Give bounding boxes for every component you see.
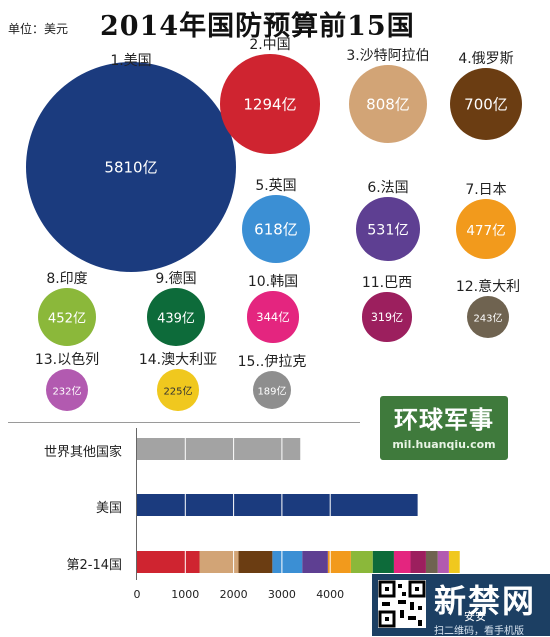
bubble-country-label: 1.美国	[110, 53, 152, 69]
bubble-country-label: 8.印度	[46, 270, 88, 287]
bubble-9: 439亿	[147, 288, 205, 346]
bar-category-label: 美国	[95, 501, 122, 516]
bubble-value-label: 618亿	[254, 220, 298, 239]
bubble-value-label: 452亿	[47, 311, 87, 327]
unit-label: 单位：美元	[8, 22, 69, 36]
bubble-country-label: 9.德国	[155, 271, 197, 288]
bubble-value-label: 344亿	[256, 309, 290, 324]
bubble-country-label: 5.英国	[255, 177, 297, 194]
bubble-value-label: 232亿	[52, 386, 82, 398]
bubble-country-label: 12.意大利	[455, 278, 521, 295]
bubble-15: 189亿	[253, 371, 291, 409]
section-divider	[8, 422, 360, 423]
bubble-value-label: 808亿	[366, 95, 410, 114]
bubble-8: 452亿	[37, 287, 97, 347]
chart-title: 2014年国防预算前15国	[100, 11, 415, 42]
bubble-value-label: 439亿	[157, 311, 195, 327]
x-tick-label: 3000	[267, 588, 296, 601]
x-tick-label: 1000	[171, 588, 200, 601]
huanqiu-military-logo: 环球军事 mil.huanqiu.com	[380, 396, 508, 460]
bubble-country-label: 11.巴西	[361, 275, 413, 292]
bubble-country-label: 10.韩国	[247, 274, 299, 291]
bubble-4: 700亿	[449, 67, 523, 141]
bar-segment	[448, 551, 460, 573]
bubble-13: 232亿	[46, 369, 88, 411]
bubble-value-label: 319亿	[370, 310, 404, 324]
bubble-value-label: 1294亿	[243, 95, 297, 114]
bar-category-label: 世界其他国家	[43, 445, 122, 460]
bubble-country-label: 4.俄罗斯	[458, 50, 514, 67]
bar-segment	[199, 551, 239, 573]
bubble-value-label: 531亿	[367, 222, 409, 239]
bar-segment	[372, 551, 394, 573]
logo-url: mil.huanqiu.com	[392, 438, 496, 451]
bar-axis-line	[136, 428, 137, 580]
bubble-value-label: 243亿	[473, 313, 503, 325]
bar-segment	[425, 551, 438, 573]
bar-segment	[272, 551, 303, 573]
bubble-1: 5810亿	[26, 62, 236, 272]
watermark-account: 安安	[464, 610, 486, 623]
watermark-caption: 扫二维码，看手机版	[434, 626, 524, 637]
bubble-2: 1294亿	[220, 54, 320, 154]
bubble-value-label: 225亿	[163, 386, 193, 398]
bar-segment	[302, 551, 328, 573]
bar-segment	[137, 551, 200, 573]
bubble-12: 243亿	[466, 295, 510, 339]
bubble-value-label: 189亿	[257, 386, 287, 398]
bubble-country-label: 6.法国	[367, 180, 409, 197]
watermark-site-name: 新禁网	[434, 582, 537, 620]
bubble-value-label: 700亿	[464, 95, 508, 114]
x-tick-label: 0	[133, 588, 141, 601]
bubble-value-label: 477亿	[466, 222, 506, 239]
x-tick-label: 2000	[219, 588, 248, 601]
logo-title: 环球军事	[394, 406, 494, 434]
bubble-11: 319亿	[362, 292, 412, 342]
bubble-7: 477亿	[455, 198, 517, 260]
bubble-country-label: 15..伊拉克	[237, 354, 307, 371]
bubble-country-label: 3.沙特阿拉伯	[346, 47, 430, 64]
bubble-value-label: 5810亿	[104, 158, 158, 177]
bar-segment	[410, 551, 426, 573]
bubble-3: 808亿	[348, 64, 428, 144]
bar-segment	[437, 551, 449, 573]
bar-segment	[238, 551, 273, 573]
bubble-country-label: 2.中国	[249, 37, 291, 54]
bar-segment	[350, 551, 373, 573]
bar-segment	[393, 551, 411, 573]
bubble-country-label: 14.澳大利亚	[138, 352, 218, 369]
bar-category-label: 第2-14国	[66, 558, 122, 573]
x-tick-label: 4000	[316, 588, 345, 601]
bubble-10: 344亿	[247, 291, 299, 343]
qr-code	[378, 580, 426, 628]
bubble-14: 225亿	[157, 369, 199, 411]
bubble-6: 531亿	[356, 197, 420, 261]
site-watermark: 新禁网 安安 扫二维码，看手机版	[372, 574, 550, 637]
bubble-5: 618亿	[241, 194, 311, 264]
bar-segment	[137, 494, 418, 516]
bubble-country-label: 13.以色列	[34, 352, 100, 369]
bubble-country-label: 7.日本	[465, 181, 507, 198]
bar-segment	[327, 551, 351, 573]
bar-segment	[137, 438, 301, 460]
